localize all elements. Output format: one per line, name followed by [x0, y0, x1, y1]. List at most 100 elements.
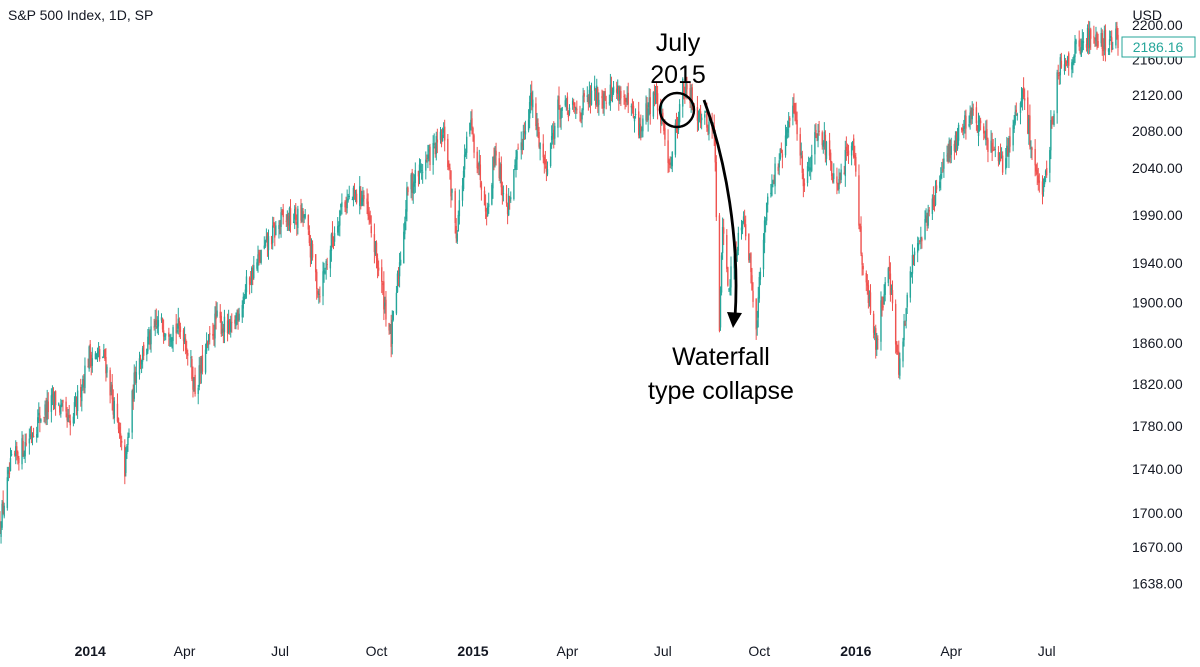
candle-body: [862, 265, 864, 270]
candle-body: [1012, 125, 1014, 146]
candle-body: [1034, 148, 1036, 166]
candle-body: [117, 418, 120, 430]
candle: [215, 301, 217, 330]
candle-body: [369, 215, 371, 223]
candle: [69, 414, 71, 436]
candle-body: [389, 324, 391, 328]
candle-body: [410, 174, 412, 190]
candle: [29, 426, 32, 440]
candle-body: [794, 110, 796, 115]
candle-body: [222, 327, 225, 333]
candle: [859, 223, 861, 232]
candle: [466, 131, 468, 159]
candle: [1064, 57, 1067, 72]
candle-body: [288, 208, 291, 226]
candle: [828, 132, 831, 161]
candle: [992, 139, 994, 152]
candle: [294, 205, 296, 230]
candle-body: [106, 366, 108, 373]
candle-body: [828, 140, 831, 156]
candle-body: [359, 186, 361, 207]
candle-body: [245, 276, 248, 293]
candle-body: [801, 155, 804, 173]
candle-body: [543, 156, 546, 165]
candle-body: [66, 413, 68, 421]
candle-body: [1100, 33, 1102, 44]
candle: [652, 91, 655, 120]
candle: [968, 115, 970, 128]
candle: [758, 271, 761, 303]
candle-body: [375, 242, 378, 259]
candle: [21, 431, 23, 470]
candle: [102, 356, 104, 359]
candle-body: [466, 136, 468, 153]
candle-body: [62, 399, 64, 403]
candle-body: [846, 151, 849, 153]
candle: [1082, 32, 1085, 51]
candle-body: [986, 129, 988, 139]
candle-body: [457, 214, 460, 232]
candle: [759, 267, 762, 286]
candle: [502, 185, 505, 202]
candle-body: [620, 91, 622, 99]
candle: [404, 216, 406, 240]
x-tick-label: Apr: [940, 643, 962, 659]
candle: [280, 207, 282, 238]
candle-body: [949, 140, 951, 159]
candle: [545, 159, 548, 182]
candle: [861, 252, 863, 276]
candle-body: [500, 164, 503, 188]
candle: [308, 225, 311, 246]
candle-body: [323, 269, 325, 274]
candle-body: [743, 219, 746, 227]
candle: [612, 81, 615, 95]
candle: [942, 158, 944, 173]
candle-body: [1041, 181, 1044, 195]
candle-body: [1045, 167, 1048, 176]
candle: [728, 288, 730, 292]
candle-body: [590, 90, 593, 105]
candle: [972, 103, 974, 116]
candle: [752, 282, 754, 308]
candle: [212, 322, 214, 340]
candle: [491, 182, 493, 206]
candle-body: [2, 501, 4, 513]
candle: [135, 360, 138, 393]
candle-body: [464, 151, 467, 155]
candle: [934, 180, 937, 207]
candle-body: [671, 151, 673, 167]
candle: [862, 263, 864, 276]
candle-body: [301, 207, 303, 222]
candle: [916, 236, 919, 263]
candle: [219, 304, 221, 323]
candle: [645, 95, 647, 125]
candle: [480, 180, 483, 201]
candle-body: [565, 99, 568, 101]
candle-body: [674, 123, 677, 155]
candle-body: [817, 134, 819, 141]
candle: [953, 140, 956, 160]
candle-body: [919, 240, 921, 242]
candle: [698, 108, 701, 123]
candle: [457, 210, 460, 232]
candle-body: [1038, 180, 1041, 183]
candle-body: [308, 230, 311, 244]
candle: [103, 343, 105, 358]
candle-body: [641, 129, 643, 131]
candle-body: [583, 93, 585, 97]
candle: [876, 332, 878, 356]
candle: [62, 399, 64, 412]
candle-body: [89, 343, 91, 359]
candle: [256, 258, 258, 271]
candle: [633, 115, 636, 133]
y-tick-label: 1780.00: [1132, 418, 1183, 434]
candle-body: [755, 298, 757, 330]
candle: [550, 125, 553, 149]
candle-body: [141, 348, 144, 362]
candle-body: [845, 146, 848, 151]
candle-body: [1107, 48, 1110, 52]
candle: [924, 210, 926, 241]
candle: [1065, 60, 1068, 67]
candle-body: [873, 329, 876, 335]
